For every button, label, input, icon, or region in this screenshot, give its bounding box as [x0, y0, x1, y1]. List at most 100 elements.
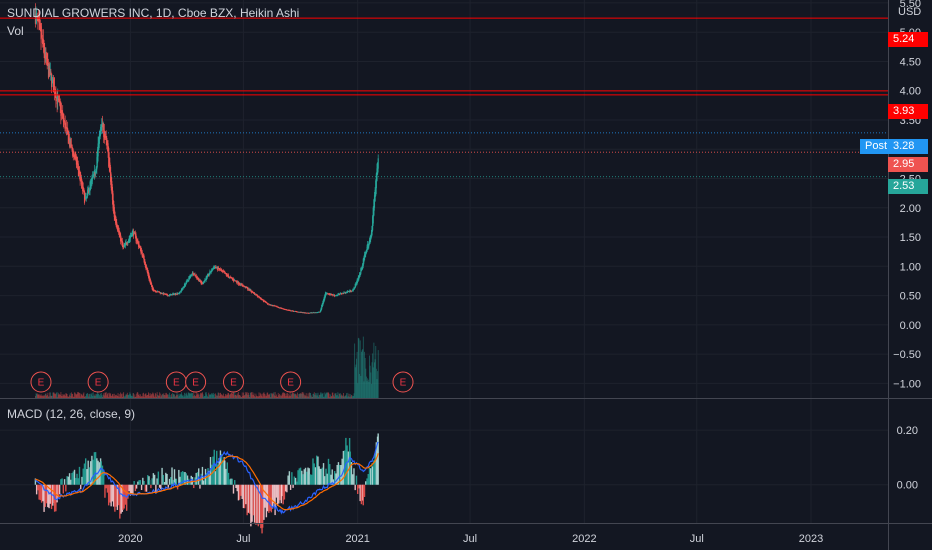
candle[interactable]	[216, 266, 218, 272]
candle[interactable]	[84, 192, 86, 202]
candle[interactable]	[301, 311, 303, 313]
candle[interactable]	[200, 279, 202, 284]
candle[interactable]	[359, 271, 361, 278]
candle[interactable]	[44, 47, 46, 63]
candle[interactable]	[40, 23, 42, 51]
candle[interactable]	[126, 242, 128, 246]
candle[interactable]	[372, 215, 374, 232]
candle[interactable]	[373, 198, 375, 217]
candle[interactable]	[187, 279, 189, 282]
candle[interactable]	[193, 273, 195, 277]
candle[interactable]	[111, 177, 113, 195]
candle[interactable]	[374, 187, 376, 202]
candle[interactable]	[36, 12, 38, 22]
candle[interactable]	[278, 306, 280, 309]
candle[interactable]	[113, 200, 115, 215]
candle[interactable]	[358, 275, 360, 281]
candle[interactable]	[119, 232, 122, 245]
candle[interactable]	[185, 282, 187, 287]
candle[interactable]	[297, 311, 299, 313]
candle[interactable]	[238, 282, 240, 286]
candle[interactable]	[139, 245, 141, 249]
candle[interactable]	[115, 215, 117, 225]
candle[interactable]	[253, 292, 255, 295]
candle[interactable]	[42, 29, 45, 53]
candle[interactable]	[53, 77, 55, 88]
candle[interactable]	[178, 291, 181, 295]
candle[interactable]	[295, 310, 297, 313]
candle[interactable]	[103, 122, 105, 143]
candle[interactable]	[111, 184, 113, 205]
candle[interactable]	[101, 115, 104, 134]
candle[interactable]	[352, 288, 354, 292]
candle[interactable]	[320, 307, 322, 312]
earnings-marker[interactable]: E	[392, 371, 414, 393]
candle[interactable]	[155, 291, 158, 293]
candle[interactable]	[206, 275, 208, 280]
candle[interactable]	[265, 301, 267, 304]
candle[interactable]	[270, 304, 272, 306]
candle[interactable]	[108, 152, 110, 172]
candle[interactable]	[101, 118, 103, 134]
candle[interactable]	[55, 86, 57, 108]
candle[interactable]	[172, 292, 174, 296]
candle[interactable]	[311, 312, 313, 314]
candle[interactable]	[365, 251, 367, 258]
candle[interactable]	[362, 257, 364, 269]
candle[interactable]	[228, 276, 230, 279]
candle[interactable]	[190, 274, 192, 276]
candle[interactable]	[321, 304, 323, 311]
candle[interactable]	[229, 276, 231, 279]
candle[interactable]	[160, 291, 162, 295]
candle[interactable]	[290, 310, 292, 312]
candle[interactable]	[151, 282, 153, 287]
candle[interactable]	[103, 124, 105, 144]
candle[interactable]	[315, 312, 317, 314]
candle[interactable]	[144, 258, 146, 265]
candle[interactable]	[78, 166, 81, 180]
candle[interactable]	[188, 276, 190, 283]
candle[interactable]	[344, 291, 346, 294]
candle[interactable]	[342, 292, 344, 294]
candle[interactable]	[67, 121, 69, 135]
candle[interactable]	[314, 312, 316, 314]
candle[interactable]	[279, 307, 281, 309]
candle[interactable]	[75, 151, 77, 162]
candle[interactable]	[192, 271, 194, 277]
candle[interactable]	[72, 148, 74, 161]
candle[interactable]	[226, 273, 228, 277]
candle[interactable]	[303, 312, 305, 314]
candle[interactable]	[215, 267, 217, 269]
candle[interactable]	[175, 293, 177, 295]
candle[interactable]	[130, 232, 132, 238]
candle[interactable]	[249, 288, 251, 292]
candle[interactable]	[119, 231, 121, 239]
candle[interactable]	[362, 263, 364, 270]
candle[interactable]	[356, 278, 358, 286]
candle[interactable]	[196, 276, 198, 280]
candle[interactable]	[255, 293, 257, 296]
candle[interactable]	[226, 274, 228, 277]
candle[interactable]	[300, 311, 302, 313]
candle[interactable]	[327, 293, 330, 295]
candle[interactable]	[149, 278, 151, 285]
candle[interactable]	[251, 291, 253, 293]
candle[interactable]	[227, 273, 229, 278]
candle[interactable]	[267, 302, 269, 306]
candle[interactable]	[205, 275, 207, 282]
candle[interactable]	[367, 243, 369, 250]
candle[interactable]	[370, 234, 372, 243]
candle[interactable]	[241, 283, 243, 287]
candle[interactable]	[204, 278, 206, 283]
candle[interactable]	[346, 291, 348, 294]
candle[interactable]	[66, 127, 68, 135]
candle[interactable]	[220, 268, 222, 272]
earnings-marker[interactable]: E	[185, 371, 207, 393]
candle[interactable]	[273, 304, 275, 307]
candle[interactable]	[137, 240, 140, 250]
candle[interactable]	[272, 304, 274, 307]
candle[interactable]	[39, 19, 41, 32]
candle[interactable]	[308, 312, 310, 314]
candle[interactable]	[114, 210, 116, 221]
